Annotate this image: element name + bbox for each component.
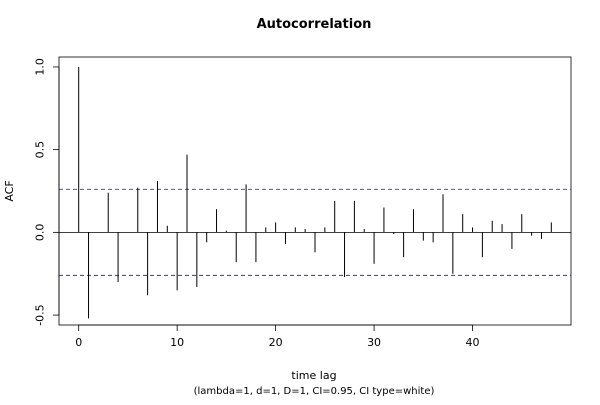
x-axis: 0 10 20 30 40 bbox=[75, 324, 480, 349]
x-tick-label: 0 bbox=[75, 336, 82, 349]
y-axis-label: ACF bbox=[3, 180, 16, 201]
confidence-lines bbox=[59, 188, 571, 276]
x-tick-label: 40 bbox=[466, 336, 480, 349]
y-tick-label: 0.0 bbox=[34, 224, 47, 242]
x-tick-label: 10 bbox=[170, 336, 184, 349]
plot-frame bbox=[58, 56, 572, 326]
x-axis-label: time lag bbox=[291, 369, 336, 382]
x-tick-label: 30 bbox=[367, 336, 381, 349]
y-tick-label: -0.5 bbox=[34, 304, 47, 325]
x-tick-label: 20 bbox=[269, 336, 283, 349]
y-tick-label: 0.5 bbox=[34, 141, 47, 159]
chart-title: Autocorrelation bbox=[257, 17, 372, 32]
acf-bars bbox=[78, 66, 552, 319]
y-axis: -0.5 0.0 0.5 1.0 bbox=[34, 58, 60, 326]
chart-subtitle: (lambda=1, d=1, D=1, CI=0.95, CI type=wh… bbox=[194, 386, 435, 397]
y-tick-label: 1.0 bbox=[34, 58, 47, 76]
